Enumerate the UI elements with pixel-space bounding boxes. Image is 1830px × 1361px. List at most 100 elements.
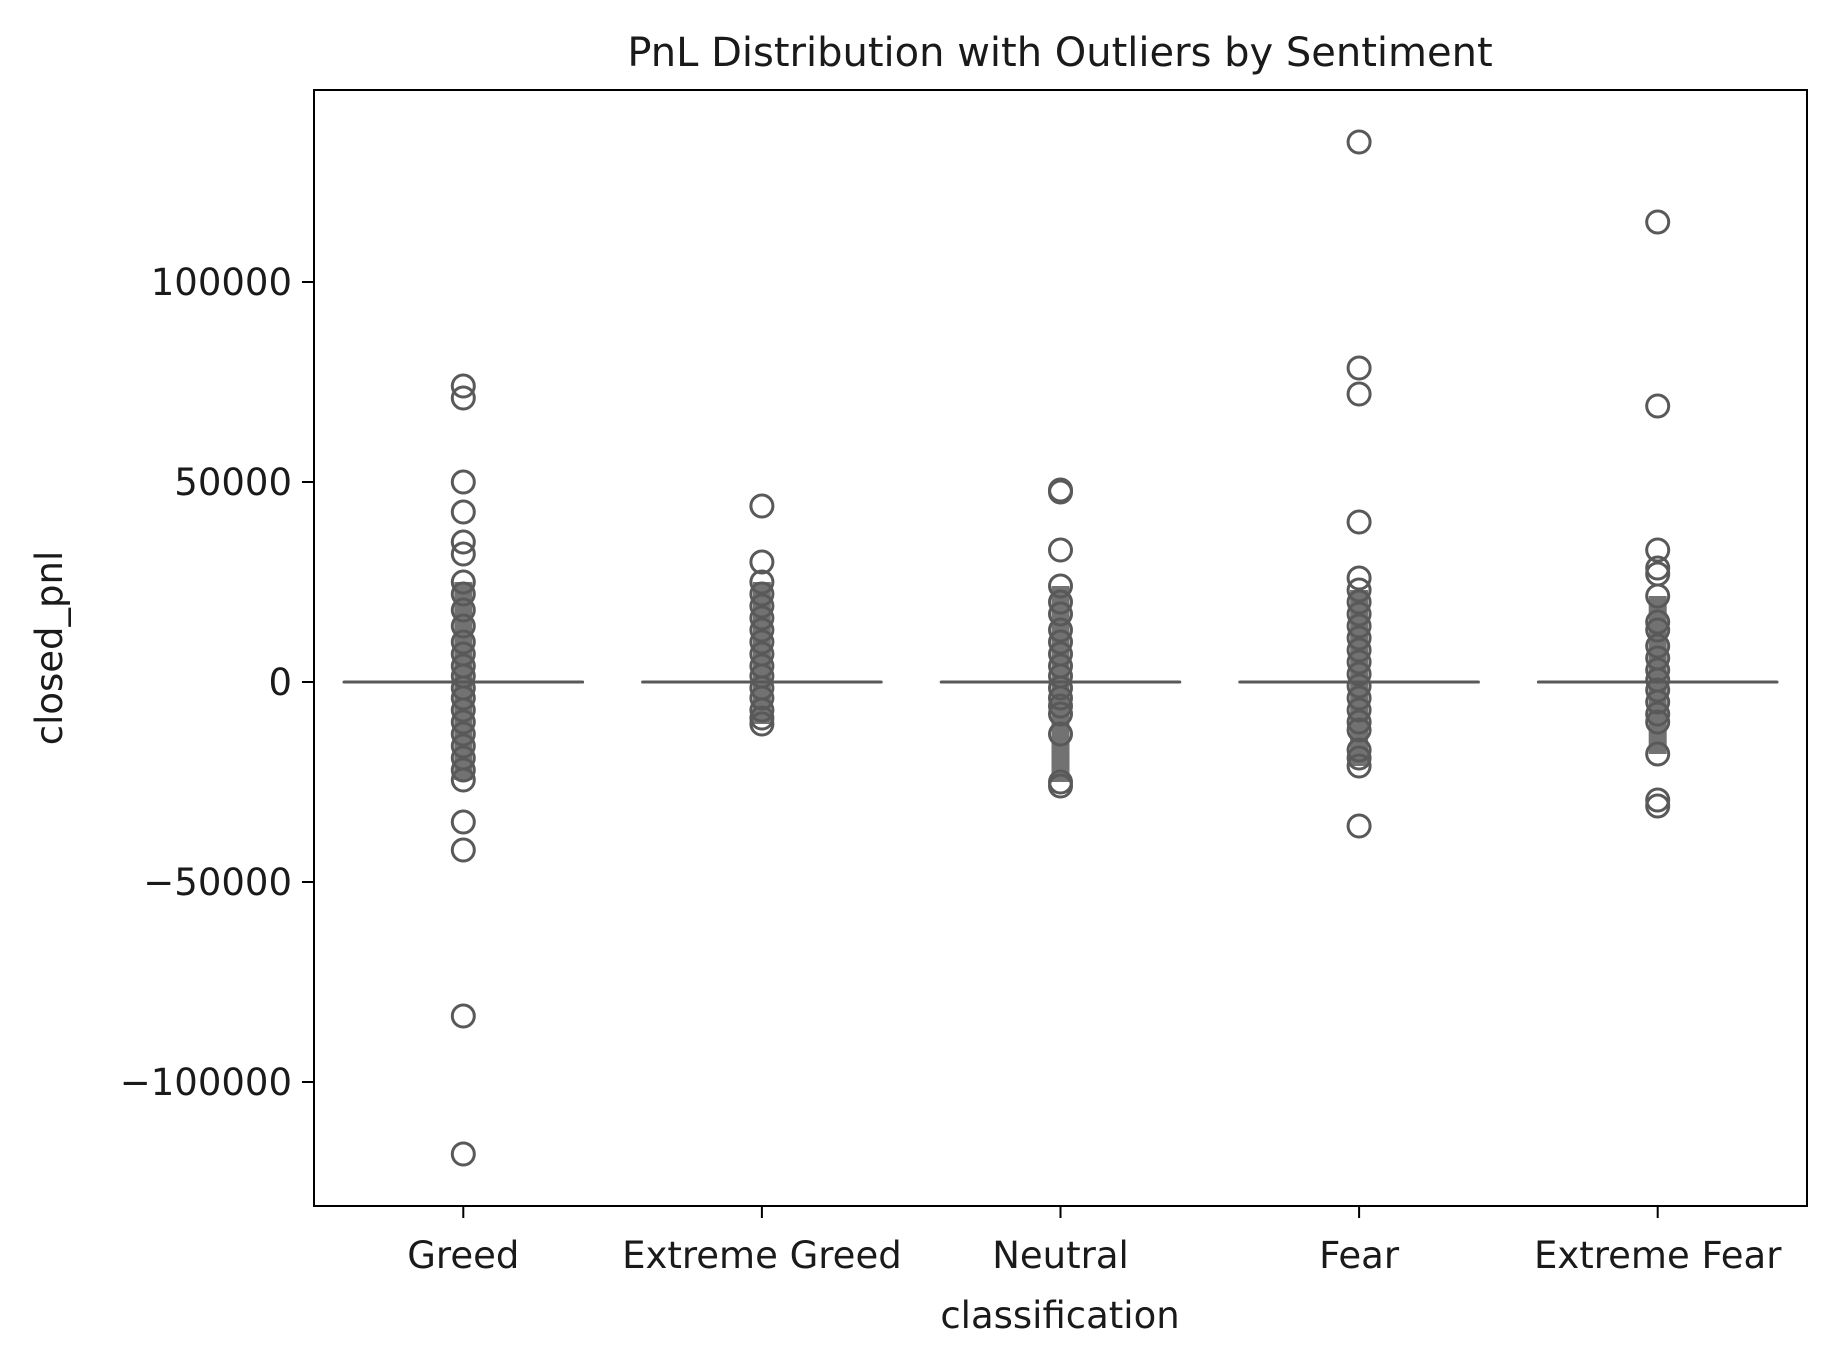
outlier-point [1048, 685, 1073, 711]
x-tick-label: Greed [407, 1234, 519, 1277]
outlier-point [450, 721, 476, 747]
outlier-point [1048, 773, 1073, 799]
plot-marks [342, 129, 1779, 1167]
x-tick-label: Extreme Fear [1534, 1234, 1782, 1277]
outlier-point [1645, 537, 1671, 563]
outlier-point [1346, 613, 1372, 639]
outlier-point [1645, 741, 1671, 767]
outlier-point [1346, 565, 1372, 591]
box-group [1238, 129, 1480, 839]
y-tick-label: 0 [268, 661, 292, 704]
outlier-point [450, 629, 476, 655]
outlier-point [749, 711, 775, 737]
outlier-point [1645, 677, 1671, 703]
outlier-point [749, 685, 775, 711]
outlier-point [450, 541, 476, 567]
outlier-point [450, 613, 476, 639]
y-axis-label: closed_pnl [28, 551, 71, 746]
outlier-point [749, 697, 775, 723]
outlier-point [1048, 675, 1073, 701]
outlier-point [450, 373, 476, 399]
outlier-point [749, 569, 775, 595]
outlier-point [450, 685, 476, 711]
outlier-point [450, 837, 476, 863]
outlier-point [1346, 685, 1372, 711]
outlier-point [1346, 717, 1372, 743]
outlier-point [1346, 577, 1372, 603]
outlier-point [1048, 721, 1073, 747]
outlier-point [450, 697, 476, 723]
y-tick-label: 50000 [174, 461, 292, 504]
outlier-point [1346, 355, 1372, 381]
outlier-point [1645, 609, 1671, 635]
outlier-point [1048, 589, 1073, 615]
outlier-point [1346, 637, 1372, 663]
outlier-point [1645, 793, 1671, 819]
outlier-point [1346, 813, 1372, 839]
outlier-point [749, 549, 775, 575]
outlier-point [1346, 753, 1372, 779]
outlier-point [450, 469, 476, 495]
outlier-point [450, 733, 476, 759]
box-group [641, 493, 883, 737]
outlier-point [450, 1003, 476, 1029]
outlier-point [1346, 509, 1372, 535]
y-tick-label: 100000 [151, 261, 292, 304]
outlier-point [1346, 697, 1372, 723]
outlier-point [749, 493, 775, 519]
outlier-point [749, 705, 775, 731]
outlier-point [450, 809, 476, 835]
outlier-point [1645, 633, 1671, 659]
x-tick-label: Extreme Greed [622, 1234, 902, 1277]
outlier-point [1346, 709, 1372, 735]
box-group [939, 477, 1182, 799]
outlier-point [1645, 689, 1671, 715]
outlier-point [749, 617, 775, 643]
outlier-point [1346, 381, 1372, 407]
outlier-point [1346, 745, 1372, 771]
outlier-point [1048, 479, 1073, 505]
outlier-point [1645, 709, 1671, 735]
y-axis: −100000 −50000 0 50000 100000 [120, 261, 314, 1104]
outlier-point [450, 757, 476, 783]
outlier-point [1346, 737, 1372, 763]
outlier-point [1346, 673, 1372, 699]
outlier-point [1645, 657, 1671, 683]
box-group [342, 373, 584, 1167]
outlier-point [450, 709, 476, 735]
outlier-point [1645, 555, 1671, 581]
outlier-point [1346, 601, 1372, 627]
outlier-point [1346, 661, 1372, 687]
outlier-point [450, 1141, 476, 1167]
outlier-point [1048, 601, 1073, 627]
outlier-point [1048, 701, 1073, 727]
outlier-point [749, 605, 775, 631]
outlier-point [1048, 617, 1073, 643]
outlier-cluster [1051, 586, 1070, 782]
outlier-point [1645, 787, 1671, 813]
chart-title: PnL Distribution with Outliers by Sentim… [627, 30, 1492, 76]
outlier-point [749, 593, 775, 619]
outlier-point [1346, 589, 1372, 615]
outlier-point [450, 385, 476, 411]
box-group [1537, 209, 1779, 819]
outlier-point [1645, 701, 1671, 727]
y-tick-label: −100000 [120, 1061, 292, 1104]
outlier-point [1645, 209, 1671, 235]
outlier-point [1346, 625, 1372, 651]
outlier-cluster [1350, 590, 1369, 766]
outlier-point [450, 767, 476, 793]
outlier-point [450, 499, 476, 525]
x-axis-label: classification [940, 1294, 1179, 1337]
outlier-point [1645, 393, 1671, 419]
outlier-point [1346, 649, 1372, 675]
outlier-point [1048, 573, 1073, 599]
outlier-point [1048, 693, 1073, 719]
x-tick-label: Fear [1319, 1234, 1400, 1277]
outlier-point [450, 581, 476, 607]
outlier-point [1048, 537, 1073, 563]
outlier-point [450, 597, 476, 623]
outlier-point [450, 529, 476, 555]
